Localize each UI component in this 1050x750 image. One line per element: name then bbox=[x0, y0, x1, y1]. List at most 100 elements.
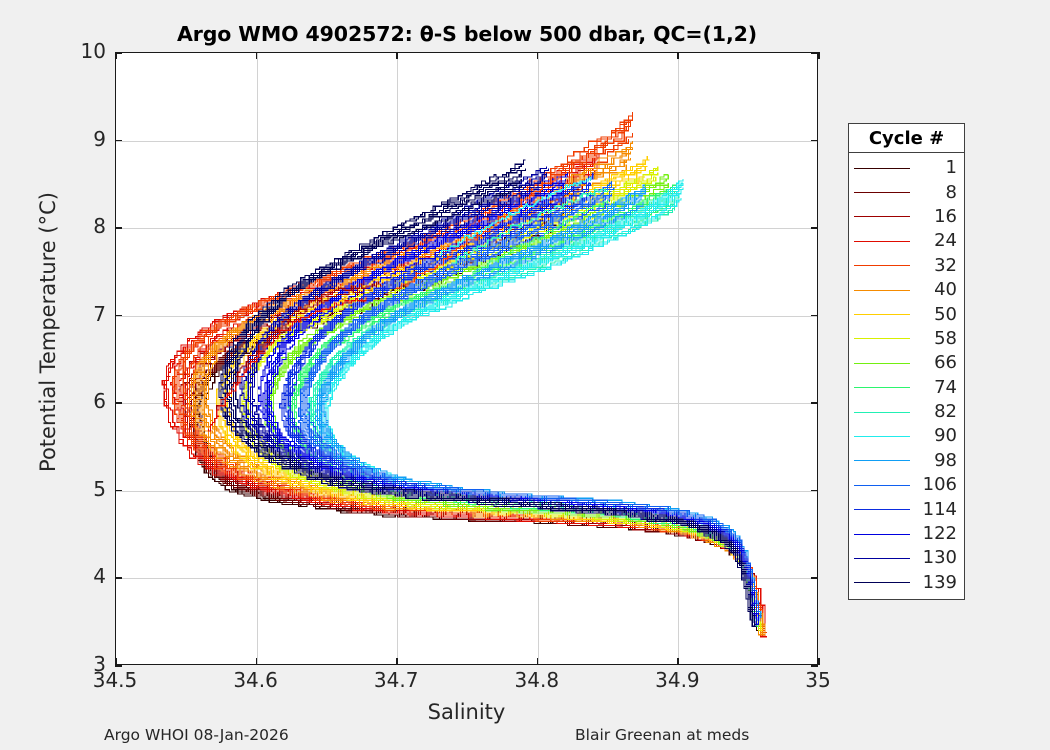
profile-line bbox=[312, 207, 759, 625]
legend-row[interactable]: 50 bbox=[849, 302, 964, 326]
profile-line bbox=[193, 204, 763, 632]
legend-color-line bbox=[854, 387, 910, 389]
profile-line bbox=[304, 199, 761, 619]
tick-mark-x bbox=[677, 658, 679, 665]
profile-outlier-line bbox=[216, 287, 361, 411]
x-tick-label: 34.6 bbox=[233, 668, 278, 692]
legend-label: 16 bbox=[934, 205, 957, 227]
legend-label: 122 bbox=[922, 523, 957, 545]
legend-row[interactable]: 106 bbox=[849, 473, 964, 497]
legend-label: 1 bbox=[945, 157, 957, 179]
legend-label: 32 bbox=[934, 254, 957, 276]
gridline-horizontal bbox=[116, 140, 817, 142]
profile-line bbox=[264, 182, 759, 625]
legend-row[interactable]: 58 bbox=[849, 327, 964, 351]
profile-outlier-line bbox=[452, 188, 608, 264]
profile-line bbox=[317, 205, 761, 621]
gridline-vertical bbox=[397, 53, 399, 664]
profile-line bbox=[222, 184, 755, 627]
profile-outlier-line bbox=[207, 296, 367, 432]
tick-mark-y bbox=[811, 577, 818, 580]
legend-row[interactable]: 82 bbox=[849, 400, 964, 424]
tick-mark-x bbox=[818, 52, 820, 59]
profile-line bbox=[306, 193, 761, 617]
legend-row[interactable]: 130 bbox=[849, 546, 964, 570]
x-tick-label: 34.7 bbox=[373, 668, 419, 692]
tick-mark-y bbox=[811, 489, 818, 492]
legend-row[interactable]: 74 bbox=[849, 376, 964, 400]
tick-mark-y bbox=[811, 139, 818, 142]
legend-label: 40 bbox=[934, 279, 957, 301]
profile-line bbox=[216, 176, 761, 632]
y-tick-label: 9 bbox=[93, 126, 106, 151]
legend-label: 58 bbox=[934, 327, 957, 349]
profile-line bbox=[319, 179, 759, 621]
x-axis-label: Salinity bbox=[427, 700, 506, 724]
legend-label: 90 bbox=[934, 425, 957, 447]
legend-label: 130 bbox=[922, 547, 957, 569]
legend-row[interactable]: 32 bbox=[849, 254, 964, 278]
profile-line bbox=[193, 202, 764, 631]
legend-row[interactable]: 98 bbox=[849, 449, 964, 473]
gridline-vertical bbox=[537, 53, 539, 664]
legend-title: Cycle # bbox=[849, 124, 964, 153]
profile-line bbox=[197, 191, 764, 631]
legend-color-line bbox=[854, 435, 910, 437]
profile-group-cycle-74 bbox=[287, 183, 759, 627]
legend-row[interactable]: 122 bbox=[849, 522, 964, 546]
tick-mark-x bbox=[255, 658, 258, 665]
tick-mark-y bbox=[115, 489, 122, 492]
tick-mark-y bbox=[115, 227, 122, 229]
y-tick-label: 4 bbox=[93, 564, 106, 589]
profile-outlier-line bbox=[439, 176, 592, 256]
legend-color-line bbox=[854, 362, 910, 364]
legend-label: 114 bbox=[922, 498, 957, 520]
gridline-horizontal bbox=[116, 403, 817, 405]
x-tick-label: 34.8 bbox=[514, 668, 560, 692]
y-tick-label: 7 bbox=[93, 301, 106, 326]
profile-line bbox=[218, 164, 755, 627]
profile-line bbox=[195, 214, 762, 631]
legend-box[interactable]: Cycle # 1 8 16 24 32 40 50 58 66 74 82 90 98 106 114 12… bbox=[848, 123, 965, 601]
tick-mark-y bbox=[115, 577, 122, 580]
profile-group-cycle-8 bbox=[188, 187, 764, 632]
tick-mark-x bbox=[115, 658, 117, 665]
x-tick-label: 34.5 bbox=[92, 668, 138, 692]
legend-row[interactable]: 139 bbox=[849, 571, 964, 595]
tick-mark-x bbox=[396, 658, 398, 665]
legend-row[interactable]: 24 bbox=[849, 229, 964, 253]
tick-mark-y bbox=[811, 665, 818, 667]
legend-row[interactable]: 114 bbox=[849, 497, 964, 521]
tick-mark-y bbox=[115, 139, 122, 142]
legend-row[interactable]: 66 bbox=[849, 351, 964, 375]
tick-mark-x bbox=[818, 658, 820, 665]
profile-line bbox=[272, 184, 759, 627]
gridline-horizontal bbox=[116, 578, 817, 580]
profile-line bbox=[283, 182, 759, 621]
legend-color-line bbox=[854, 192, 910, 194]
legend-row[interactable]: 16 bbox=[849, 205, 964, 229]
legend-row[interactable]: 8 bbox=[849, 180, 964, 204]
legend-row[interactable]: 40 bbox=[849, 278, 964, 302]
profile-outlier-line bbox=[470, 200, 608, 277]
gridline-horizontal bbox=[116, 315, 817, 317]
legend-row[interactable]: 90 bbox=[849, 424, 964, 448]
profile-line bbox=[178, 120, 764, 633]
legend-color-line bbox=[854, 484, 910, 486]
tick-mark-y bbox=[115, 52, 122, 54]
legend-items: 1 8 16 24 32 40 50 58 66 74 82 90 98 106 114 122 130 139 bbox=[849, 153, 964, 599]
legend-color-line bbox=[854, 240, 910, 242]
y-tick-label: 10 bbox=[80, 39, 106, 63]
gridline-vertical bbox=[678, 53, 680, 664]
legend-row[interactable]: 1 bbox=[849, 156, 964, 180]
profile-line bbox=[262, 183, 758, 625]
profile-group-cycle-139 bbox=[218, 159, 757, 627]
page-title: Argo WMO 4902572: θ-S below 500 dbar, QC… bbox=[176, 22, 758, 46]
tick-mark-y bbox=[115, 665, 122, 667]
legend-label: 24 bbox=[934, 230, 957, 252]
legend-color-line bbox=[854, 557, 910, 559]
legend-color-line bbox=[854, 314, 910, 316]
plot-area[interactable] bbox=[115, 52, 818, 665]
y-tick-label: 5 bbox=[93, 476, 106, 501]
legend-color-line bbox=[854, 509, 910, 511]
